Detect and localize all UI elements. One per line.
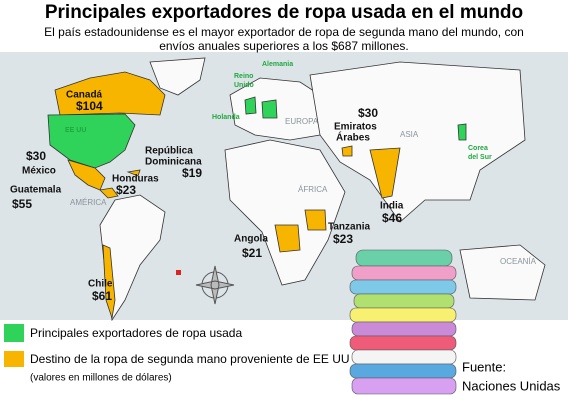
exporter-label: Alemania	[262, 61, 293, 68]
continent-label: ASIA	[400, 130, 419, 139]
destination-value: $23	[333, 232, 353, 246]
destination-name: Dominicana	[145, 157, 202, 168]
cloth	[349, 279, 457, 295]
exporter-label: Unido	[234, 82, 254, 89]
legend-note: (valores en millones de dólares)	[30, 373, 172, 384]
destination-value: $30	[26, 149, 46, 163]
legend-text: Destino de la ropa de segunda mano prove…	[30, 352, 350, 366]
island-marker	[176, 270, 181, 275]
subtitle: envíos anuales superiores a los $687 mil…	[159, 39, 408, 53]
destination-name: Honduras	[112, 174, 159, 185]
legend-swatch	[4, 351, 24, 367]
uae	[341, 145, 353, 157]
destination-value: $55	[12, 197, 32, 211]
cloth	[353, 293, 455, 309]
greenland	[149, 57, 206, 96]
destination-name: Canadá	[66, 90, 103, 101]
destination-value: $19	[182, 166, 202, 180]
india	[369, 147, 401, 199]
source: Fuente:	[462, 359, 506, 374]
destination-name: República	[145, 146, 193, 157]
south-korea	[457, 123, 467, 141]
central-america	[99, 187, 119, 199]
exporter-label: Holanda	[212, 114, 240, 121]
clothes-stack	[349, 249, 457, 395]
compass	[195, 265, 235, 305]
germany	[261, 99, 278, 119]
asia	[309, 61, 526, 223]
destination-name: Angola	[234, 234, 268, 245]
destination-name: Guatemala	[10, 185, 62, 196]
legend-text: Principales exportadores de ropa usada	[30, 326, 242, 340]
angola	[274, 224, 301, 253]
africa	[224, 139, 346, 286]
labels: AMÉRICA EUROPA ÁFRICA ASIA OCEANÍA EE UU Reino…	[10, 61, 537, 303]
continent-label: OCEANÍA	[500, 257, 537, 266]
exporter-label: Corea	[468, 145, 488, 152]
continent-label: EUROPA	[285, 117, 319, 126]
destination-value: $23	[116, 183, 136, 197]
destination-name: India	[380, 201, 404, 212]
cloth	[351, 349, 457, 365]
destination-value: $46	[382, 211, 402, 225]
exporter-label: del Sur	[468, 154, 492, 161]
australia	[459, 244, 546, 301]
destination-name: Chile	[88, 279, 113, 290]
cloth	[349, 307, 457, 323]
cloth	[349, 335, 457, 351]
tanzania	[304, 209, 327, 231]
usa	[47, 113, 136, 169]
chile	[102, 244, 116, 319]
destination-value: $21	[242, 246, 262, 260]
continent-label: ÁFRICA	[298, 185, 328, 194]
cloth	[351, 265, 457, 281]
cloth	[351, 321, 457, 337]
destination-value: $104	[76, 99, 103, 113]
destination-name: Emiratos	[334, 122, 377, 133]
cloth	[349, 363, 457, 379]
continent-label: AMÉRICA	[70, 198, 107, 207]
subtitle: El país estadounidense es el mayor expor…	[44, 25, 524, 39]
exporter-label: EE UU	[65, 127, 86, 134]
cloth	[351, 377, 457, 395]
destination-name: Tanzania	[328, 222, 370, 233]
caribbean	[126, 169, 141, 177]
south-america	[99, 194, 166, 322]
map	[47, 57, 546, 322]
uk	[244, 96, 257, 115]
destination-name: Árabes	[336, 131, 370, 144]
cloth	[355, 249, 453, 267]
destination-value: $30	[358, 106, 378, 120]
exporter-label: Reino	[234, 73, 253, 80]
destination-name: México	[22, 166, 56, 177]
legend-swatch	[4, 324, 24, 342]
title: Principales exportadores de ropa usada e…	[45, 2, 523, 23]
destination-value: $61	[92, 289, 112, 303]
source: Naciones Unidas	[462, 378, 561, 393]
